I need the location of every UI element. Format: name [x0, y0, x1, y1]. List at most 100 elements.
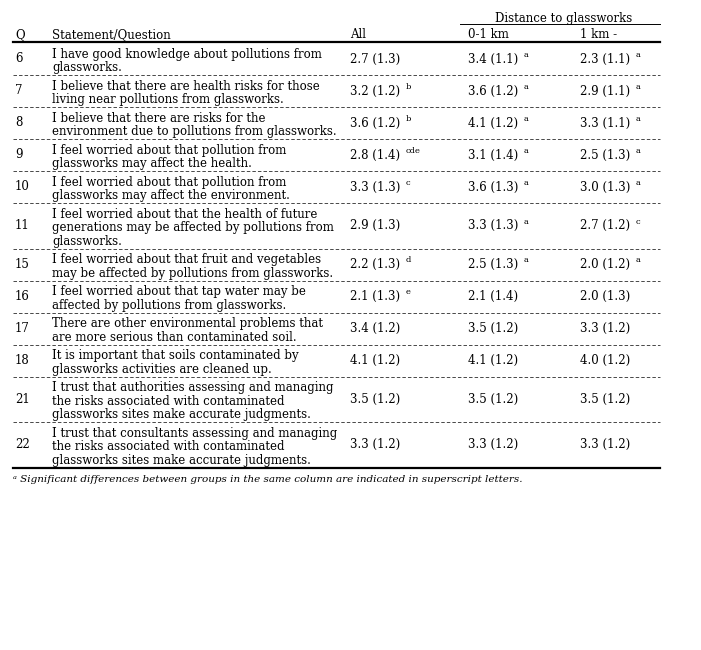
Text: glassworks activities are cleaned up.: glassworks activities are cleaned up. [52, 363, 272, 376]
Text: I feel worried about that pollution from: I feel worried about that pollution from [52, 144, 287, 157]
Text: 6: 6 [15, 53, 22, 66]
Text: All: All [350, 28, 366, 41]
Text: a: a [523, 218, 528, 226]
Text: 3.3 (1.2): 3.3 (1.2) [468, 438, 518, 451]
Text: 3.3 (1.2): 3.3 (1.2) [350, 438, 400, 451]
Text: b: b [405, 115, 411, 123]
Text: 2.7 (1.2): 2.7 (1.2) [580, 219, 630, 232]
Text: a: a [635, 179, 640, 187]
Text: 2.0 (1.3): 2.0 (1.3) [580, 290, 630, 303]
Text: 18: 18 [15, 354, 29, 367]
Text: 3.5 (1.2): 3.5 (1.2) [350, 393, 400, 406]
Text: I trust that consultants assessing and managing: I trust that consultants assessing and m… [52, 426, 337, 439]
Text: I believe that there are health risks for those: I believe that there are health risks fo… [52, 79, 320, 92]
Text: are more serious than contaminated soil.: are more serious than contaminated soil. [52, 330, 297, 343]
Text: 9: 9 [15, 148, 22, 161]
Text: 3.5 (1.2): 3.5 (1.2) [468, 322, 518, 335]
Text: a: a [635, 257, 640, 265]
Text: 3.6 (1.2): 3.6 (1.2) [468, 84, 518, 98]
Text: 2.3 (1.1): 2.3 (1.1) [580, 53, 630, 66]
Text: glassworks.: glassworks. [52, 61, 122, 74]
Text: a: a [523, 115, 528, 123]
Text: 4.1 (1.2): 4.1 (1.2) [468, 116, 518, 129]
Text: a: a [635, 83, 640, 91]
Text: I believe that there are risks for the: I believe that there are risks for the [52, 112, 266, 125]
Text: 3.3 (1.3): 3.3 (1.3) [468, 219, 518, 232]
Text: 3.2 (1.2): 3.2 (1.2) [350, 84, 400, 98]
Text: the risks associated with contaminated: the risks associated with contaminated [52, 440, 285, 453]
Text: 3.3 (1.2): 3.3 (1.2) [580, 322, 630, 335]
Text: 4.1 (1.2): 4.1 (1.2) [468, 354, 518, 367]
Text: 2.8 (1.4): 2.8 (1.4) [350, 148, 400, 161]
Text: environment due to pollutions from glassworks.: environment due to pollutions from glass… [52, 125, 336, 138]
Text: I feel worried about that the health of future: I feel worried about that the health of … [52, 207, 318, 220]
Text: 2.5 (1.3): 2.5 (1.3) [468, 258, 518, 271]
Text: I have good knowledge about pollutions from: I have good knowledge about pollutions f… [52, 47, 322, 60]
Text: living near pollutions from glassworks.: living near pollutions from glassworks. [52, 93, 284, 106]
Text: a: a [523, 83, 528, 91]
Text: ᵃ Significant differences between groups in the same column are indicated in sup: ᵃ Significant differences between groups… [13, 474, 522, 484]
Text: 17: 17 [15, 322, 30, 335]
Text: c: c [405, 179, 410, 187]
Text: glassworks.: glassworks. [52, 235, 122, 248]
Text: a: a [523, 147, 528, 155]
Text: There are other environmental problems that: There are other environmental problems t… [52, 317, 323, 330]
Text: 2.1 (1.3): 2.1 (1.3) [350, 290, 400, 303]
Text: 2.9 (1.3): 2.9 (1.3) [350, 219, 400, 232]
Text: Q: Q [15, 28, 25, 41]
Text: 1 km -: 1 km - [580, 28, 617, 41]
Text: d: d [405, 257, 411, 265]
Text: glassworks sites make accurate judgments.: glassworks sites make accurate judgments… [52, 454, 311, 467]
Text: generations may be affected by pollutions from: generations may be affected by pollution… [52, 221, 334, 234]
Text: 3.3 (1.3): 3.3 (1.3) [350, 181, 400, 194]
Text: 15: 15 [15, 258, 30, 271]
Text: 2.0 (1.2): 2.0 (1.2) [580, 258, 630, 271]
Text: 3.4 (1.1): 3.4 (1.1) [468, 53, 518, 66]
Text: I feel worried about that fruit and vegetables: I feel worried about that fruit and vege… [52, 253, 321, 266]
Text: the risks associated with contaminated: the risks associated with contaminated [52, 395, 285, 408]
Text: 21: 21 [15, 393, 29, 406]
Text: 7: 7 [15, 84, 22, 98]
Text: a: a [635, 115, 640, 123]
Text: I feel worried about that tap water may be: I feel worried about that tap water may … [52, 285, 306, 298]
Text: 2.2 (1.3): 2.2 (1.3) [350, 258, 400, 271]
Text: 2.7 (1.3): 2.7 (1.3) [350, 53, 400, 66]
Text: 3.6 (1.3): 3.6 (1.3) [468, 181, 518, 194]
Text: 3.5 (1.2): 3.5 (1.2) [468, 393, 518, 406]
Text: 3.3 (1.1): 3.3 (1.1) [580, 116, 630, 129]
Text: 2.9 (1.1): 2.9 (1.1) [580, 84, 630, 98]
Text: 3.3 (1.2): 3.3 (1.2) [580, 438, 630, 451]
Text: glassworks may affect the environment.: glassworks may affect the environment. [52, 189, 290, 202]
Text: 0-1 km: 0-1 km [468, 28, 509, 41]
Text: e: e [405, 289, 410, 296]
Text: 2.1 (1.4): 2.1 (1.4) [468, 290, 518, 303]
Text: a: a [635, 51, 640, 59]
Text: glassworks sites make accurate judgments.: glassworks sites make accurate judgments… [52, 408, 311, 421]
Text: 2.5 (1.3): 2.5 (1.3) [580, 148, 630, 161]
Text: 11: 11 [15, 219, 29, 232]
Text: 8: 8 [15, 116, 22, 129]
Text: Statement/Question: Statement/Question [52, 28, 171, 41]
Text: 16: 16 [15, 290, 30, 303]
Text: 3.5 (1.2): 3.5 (1.2) [580, 393, 630, 406]
Text: a: a [523, 51, 528, 59]
Text: 3.1 (1.4): 3.1 (1.4) [468, 148, 518, 161]
Text: 4.1 (1.2): 4.1 (1.2) [350, 354, 400, 367]
Text: 22: 22 [15, 438, 29, 451]
Text: 3.0 (1.3): 3.0 (1.3) [580, 181, 630, 194]
Text: a: a [635, 147, 640, 155]
Text: a: a [523, 257, 528, 265]
Text: cde: cde [405, 147, 420, 155]
Text: c: c [635, 218, 640, 226]
Text: may be affected by pollutions from glassworks.: may be affected by pollutions from glass… [52, 266, 333, 280]
Text: I feel worried about that pollution from: I feel worried about that pollution from [52, 176, 287, 188]
Text: 10: 10 [15, 181, 30, 194]
Text: b: b [405, 83, 411, 91]
Text: 4.0 (1.2): 4.0 (1.2) [580, 354, 630, 367]
Text: I trust that authorities assessing and managing: I trust that authorities assessing and m… [52, 381, 334, 394]
Text: 3.6 (1.2): 3.6 (1.2) [350, 116, 400, 129]
Text: Distance to glassworks: Distance to glassworks [496, 12, 632, 25]
Text: glassworks may affect the health.: glassworks may affect the health. [52, 157, 252, 170]
Text: affected by pollutions from glassworks.: affected by pollutions from glassworks. [52, 298, 286, 311]
Text: It is important that soils contaminated by: It is important that soils contaminated … [52, 349, 299, 362]
